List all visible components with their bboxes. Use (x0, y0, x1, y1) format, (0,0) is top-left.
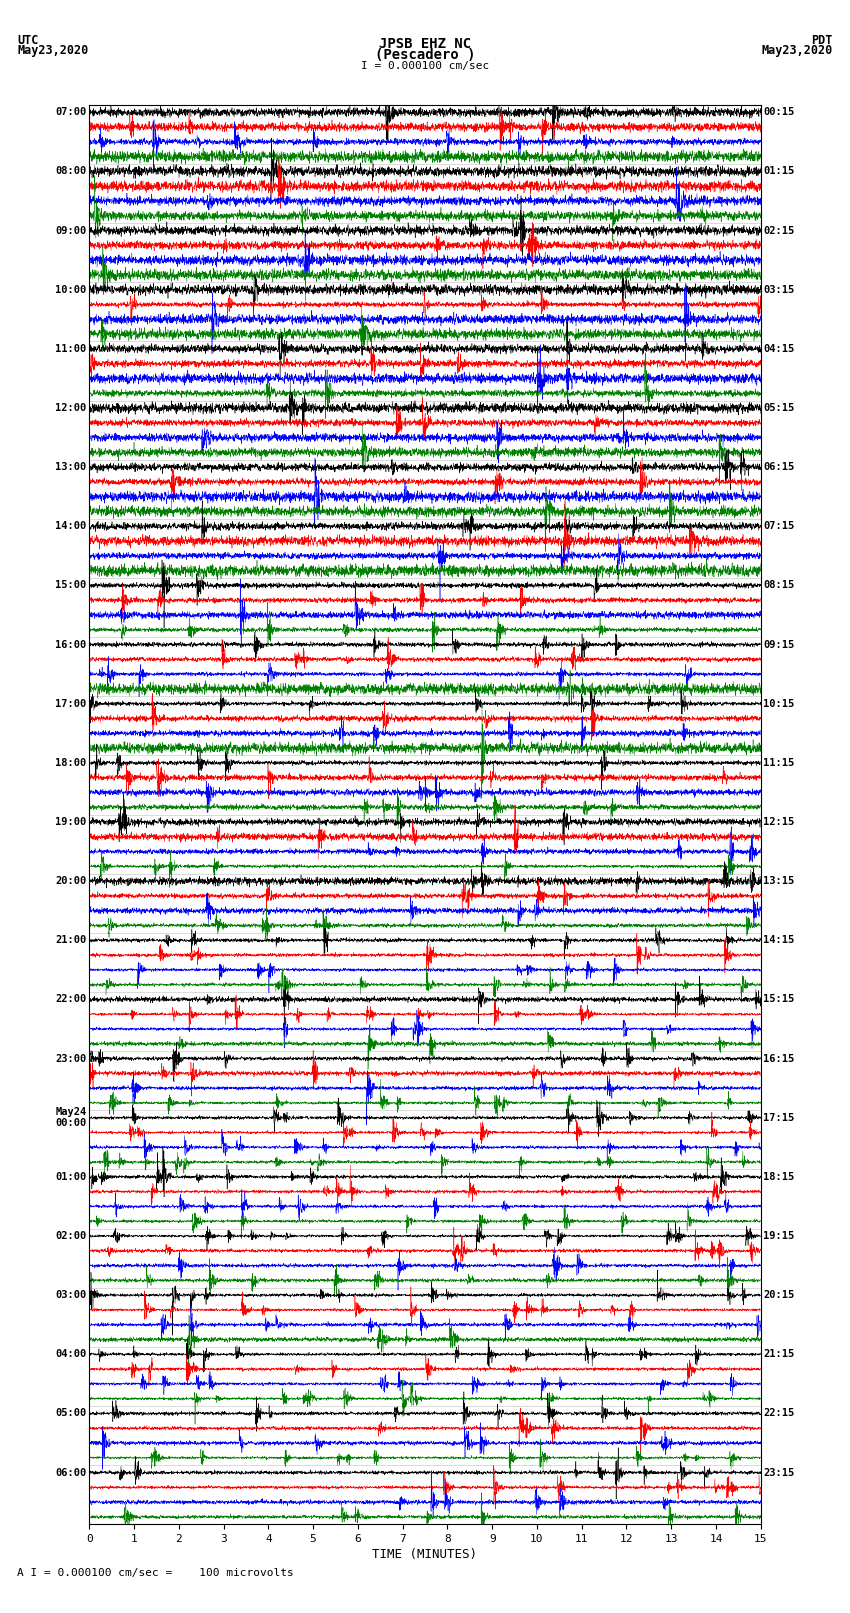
Text: 21:00: 21:00 (55, 936, 87, 945)
Text: 07:15: 07:15 (763, 521, 795, 531)
Text: May24
00:00: May24 00:00 (55, 1107, 87, 1129)
Text: 16:15: 16:15 (763, 1053, 795, 1063)
Text: 11:00: 11:00 (55, 344, 87, 353)
Text: 12:00: 12:00 (55, 403, 87, 413)
Text: 03:15: 03:15 (763, 284, 795, 295)
Text: 19:15: 19:15 (763, 1231, 795, 1240)
Text: 09:00: 09:00 (55, 226, 87, 235)
Text: May23,2020: May23,2020 (17, 44, 88, 56)
Text: 15:00: 15:00 (55, 581, 87, 590)
Text: 16:00: 16:00 (55, 639, 87, 650)
Text: 17:00: 17:00 (55, 698, 87, 708)
Text: JPSB EHZ NC: JPSB EHZ NC (379, 37, 471, 52)
Text: 12:15: 12:15 (763, 816, 795, 827)
Text: 14:15: 14:15 (763, 936, 795, 945)
Text: 06:15: 06:15 (763, 461, 795, 473)
Text: May23,2020: May23,2020 (762, 44, 833, 56)
Text: I = 0.000100 cm/sec: I = 0.000100 cm/sec (361, 61, 489, 71)
Text: 02:00: 02:00 (55, 1231, 87, 1240)
Text: 10:00: 10:00 (55, 284, 87, 295)
Text: 17:15: 17:15 (763, 1113, 795, 1123)
Text: 19:00: 19:00 (55, 816, 87, 827)
Text: 22:15: 22:15 (763, 1408, 795, 1418)
Text: 03:00: 03:00 (55, 1290, 87, 1300)
Text: 10:15: 10:15 (763, 698, 795, 708)
Text: 23:15: 23:15 (763, 1468, 795, 1478)
Text: 13:00: 13:00 (55, 461, 87, 473)
Text: PDT: PDT (812, 34, 833, 47)
Text: 09:15: 09:15 (763, 639, 795, 650)
Text: 15:15: 15:15 (763, 994, 795, 1005)
Text: 22:00: 22:00 (55, 994, 87, 1005)
Text: 11:15: 11:15 (763, 758, 795, 768)
Text: 08:00: 08:00 (55, 166, 87, 176)
Text: 01:15: 01:15 (763, 166, 795, 176)
Text: UTC: UTC (17, 34, 38, 47)
Text: 06:00: 06:00 (55, 1468, 87, 1478)
Text: 08:15: 08:15 (763, 581, 795, 590)
X-axis label: TIME (MINUTES): TIME (MINUTES) (372, 1548, 478, 1561)
Text: 20:15: 20:15 (763, 1290, 795, 1300)
Text: 23:00: 23:00 (55, 1053, 87, 1063)
Text: 20:00: 20:00 (55, 876, 87, 886)
Text: 18:15: 18:15 (763, 1171, 795, 1182)
Text: 14:00: 14:00 (55, 521, 87, 531)
Text: 02:15: 02:15 (763, 226, 795, 235)
Text: 04:15: 04:15 (763, 344, 795, 353)
Text: 04:00: 04:00 (55, 1348, 87, 1360)
Text: A I = 0.000100 cm/sec =    100 microvolts: A I = 0.000100 cm/sec = 100 microvolts (17, 1568, 294, 1578)
Text: 00:15: 00:15 (763, 106, 795, 118)
Text: 05:00: 05:00 (55, 1408, 87, 1418)
Text: 07:00: 07:00 (55, 106, 87, 118)
Text: (Pescadero ): (Pescadero ) (375, 48, 475, 63)
Text: 13:15: 13:15 (763, 876, 795, 886)
Text: 18:00: 18:00 (55, 758, 87, 768)
Text: 21:15: 21:15 (763, 1348, 795, 1360)
Text: 01:00: 01:00 (55, 1171, 87, 1182)
Text: 05:15: 05:15 (763, 403, 795, 413)
